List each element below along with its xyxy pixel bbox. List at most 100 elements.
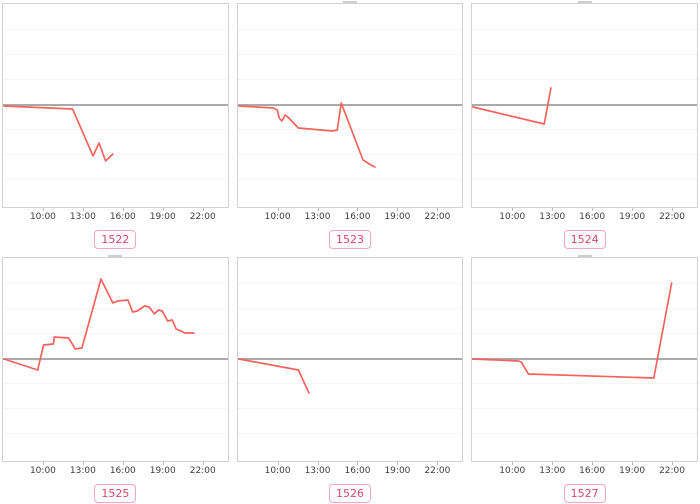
x-tick-label: 13:00	[69, 212, 96, 222]
h-gridline	[472, 179, 697, 180]
badge-row: 1526	[237, 479, 464, 504]
x-tick-label: 13:00	[304, 212, 331, 222]
line-chart-plot[interactable]	[236, 3, 464, 208]
x-tick-label: 16:00	[344, 466, 371, 476]
h-gridline	[3, 154, 228, 155]
h-gridline	[3, 29, 228, 30]
x-tick-mark	[592, 208, 594, 211]
chart-cell-1522: 10:00 13:00 16:00 19:00 22:00 1522	[2, 0, 229, 250]
x-tick-label: 16:00	[109, 212, 136, 222]
h-gridline	[472, 433, 697, 434]
x-tick-mark	[82, 208, 84, 211]
series-line	[3, 105, 114, 162]
chart-cell-1526: 10:00 13:00 16:00 19:00 22:00 1526	[236, 254, 464, 504]
x-tick-label: 22:00	[189, 466, 216, 476]
series-line	[472, 282, 673, 379]
h-gridline	[237, 129, 463, 130]
x-tick-label: 22:00	[424, 212, 451, 222]
x-tick-label: 10:00	[499, 466, 526, 476]
x-axis: 10:00 13:00 16:00 19:00 22:00	[2, 462, 229, 479]
x-tick-label: 10:00	[29, 212, 56, 222]
h-gridline	[3, 179, 228, 180]
x-tick-mark	[317, 462, 319, 465]
x-tick-label: 16:00	[109, 466, 136, 476]
series-line	[472, 87, 553, 125]
chart-badge[interactable]: 1524	[563, 230, 606, 249]
x-axis: 10:00 13:00 16:00 19:00 22:00	[2, 208, 229, 225]
zero-baseline	[3, 358, 228, 360]
x-tick-label: 10:00	[29, 466, 56, 476]
h-gridline	[3, 333, 228, 334]
h-gridline	[472, 29, 697, 30]
chart-badge[interactable]: 1526	[328, 484, 371, 503]
x-tick-label: 10:00	[264, 212, 291, 222]
h-gridline	[472, 129, 697, 130]
x-tick-mark	[397, 462, 399, 465]
x-tick-mark	[357, 208, 359, 211]
h-gridline	[237, 154, 463, 155]
h-gridline	[472, 308, 697, 309]
zero-baseline	[472, 104, 697, 106]
h-gridline	[472, 79, 697, 80]
chart-cell-1527: 10:00 13:00 16:00 19:00 22:00 1527	[471, 254, 698, 504]
h-gridline	[3, 408, 228, 409]
chart-badge[interactable]: 1522	[94, 230, 137, 249]
h-gridline	[237, 179, 463, 180]
x-tick-label: 19:00	[149, 466, 176, 476]
x-tick-mark	[317, 208, 319, 211]
x-tick-label: 22:00	[659, 212, 685, 222]
line-chart-plot[interactable]	[2, 3, 229, 208]
h-gridline	[3, 283, 228, 284]
h-gridline	[472, 408, 697, 409]
badge-row: 1525	[2, 479, 229, 504]
zero-baseline	[472, 358, 697, 360]
series-line	[3, 278, 195, 371]
x-tick-mark	[162, 462, 164, 465]
line-chart-plot[interactable]	[236, 257, 464, 462]
x-tick-label: 10:00	[264, 466, 291, 476]
x-tick-mark	[82, 462, 84, 465]
h-gridline	[237, 54, 463, 55]
h-gridline	[3, 79, 228, 80]
x-tick-label: 19:00	[619, 466, 646, 476]
x-tick-label: 19:00	[619, 212, 646, 222]
chart-cell-1525: 10:00 13:00 16:00 19:00 22:00 1525	[2, 254, 229, 504]
x-tick-mark	[672, 462, 674, 465]
x-tick-mark	[42, 208, 44, 211]
x-tick-mark	[277, 462, 279, 465]
badge-row: 1523	[237, 225, 464, 250]
h-gridline	[237, 383, 463, 384]
x-tick-mark	[397, 208, 399, 211]
x-axis: 10:00 13:00 16:00 19:00 22:00	[471, 208, 698, 225]
badge-row: 1522	[2, 225, 229, 250]
x-tick-label: 16:00	[579, 212, 606, 222]
chart-cell-1523: 10:00 13:00 16:00 19:00 22:00 1523	[236, 0, 464, 250]
line-chart-plot[interactable]	[2, 257, 229, 462]
chart-badge[interactable]: 1525	[94, 484, 137, 503]
x-tick-label: 19:00	[384, 212, 411, 222]
zero-baseline	[3, 104, 228, 106]
x-tick-label: 16:00	[579, 466, 606, 476]
h-gridline	[3, 383, 228, 384]
x-tick-label: 13:00	[539, 466, 566, 476]
x-tick-mark	[512, 208, 514, 211]
zero-baseline	[237, 104, 463, 106]
h-gridline	[237, 79, 463, 80]
x-tick-label: 16:00	[344, 212, 371, 222]
h-gridline	[3, 129, 228, 130]
h-gridline	[237, 29, 463, 30]
h-gridline	[3, 308, 228, 309]
x-tick-label: 13:00	[539, 212, 566, 222]
x-tick-mark	[162, 208, 164, 211]
chart-badge[interactable]: 1527	[563, 484, 606, 503]
x-tick-mark	[202, 462, 204, 465]
line-chart-plot[interactable]	[471, 3, 698, 208]
x-tick-label: 19:00	[149, 212, 176, 222]
x-tick-mark	[512, 462, 514, 465]
x-tick-label: 19:00	[384, 466, 411, 476]
chart-badge[interactable]: 1523	[328, 230, 371, 249]
x-tick-mark	[552, 462, 554, 465]
line-chart-plot[interactable]	[471, 257, 698, 462]
